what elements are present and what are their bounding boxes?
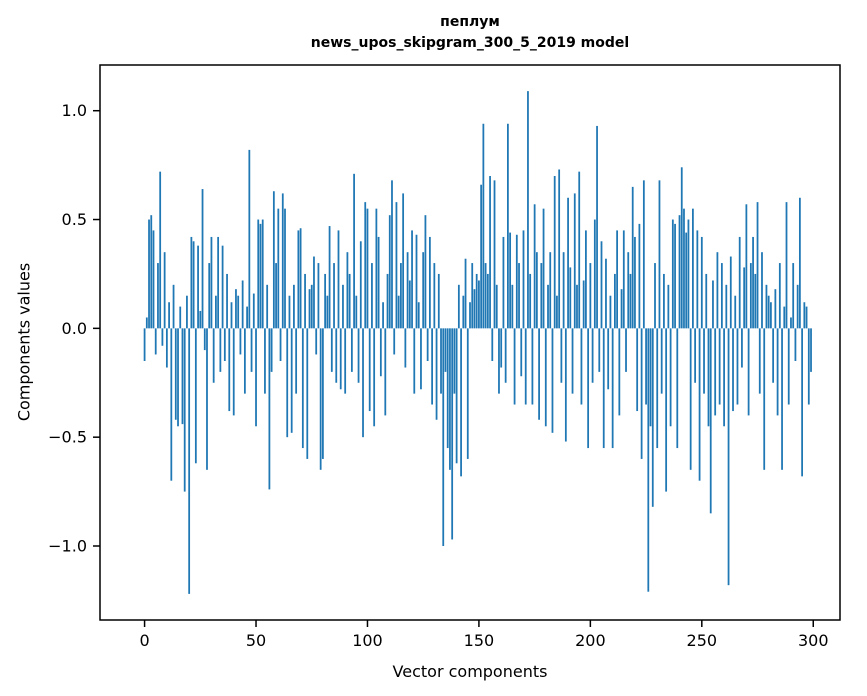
title-block: пеплум news_upos_skipgram_300_5_2019 mod…: [100, 12, 840, 54]
svg-text:−0.5: −0.5: [48, 428, 87, 447]
svg-text:100: 100: [352, 631, 383, 650]
svg-text:150: 150: [464, 631, 495, 650]
chart-subtitle: news_upos_skipgram_300_5_2019 model: [310, 35, 630, 51]
svg-text:0: 0: [139, 631, 149, 650]
svg-text:−1.0: −1.0: [48, 537, 87, 556]
y-axis-label: Components values: [14, 262, 34, 422]
svg-text:300: 300: [798, 631, 829, 650]
svg-text:200: 200: [575, 631, 606, 650]
x-axis-label: Vector components: [392, 662, 548, 681]
svg-text:250: 250: [687, 631, 718, 650]
svg-text:1.0: 1.0: [62, 101, 87, 120]
svg-text:0.0: 0.0: [62, 319, 87, 338]
svg-text:0.5: 0.5: [62, 210, 87, 229]
svg-text:50: 50: [246, 631, 266, 650]
chart-title: пеплум: [440, 14, 500, 30]
